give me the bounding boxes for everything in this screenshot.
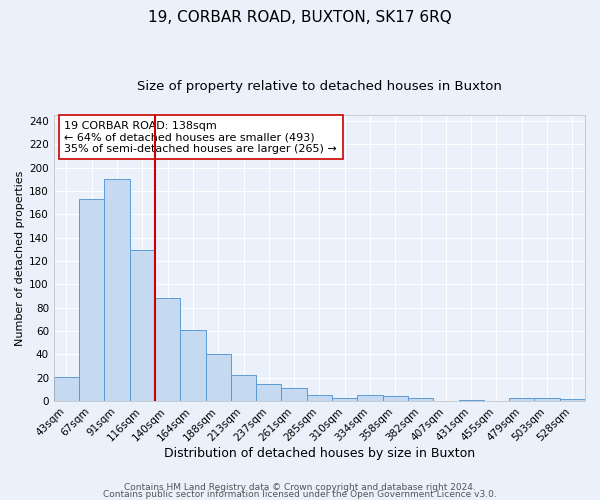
Bar: [408, 398, 433, 401]
Bar: [307, 396, 332, 401]
Text: 19 CORBAR ROAD: 138sqm
← 64% of detached houses are smaller (493)
35% of semi-de: 19 CORBAR ROAD: 138sqm ← 64% of detached…: [64, 120, 337, 154]
Bar: [458, 400, 484, 401]
Bar: [535, 398, 560, 401]
X-axis label: Distribution of detached houses by size in Buxton: Distribution of detached houses by size …: [164, 447, 475, 460]
Title: Size of property relative to detached houses in Buxton: Size of property relative to detached ho…: [137, 80, 502, 93]
Bar: [358, 396, 383, 401]
Text: 19, CORBAR ROAD, BUXTON, SK17 6RQ: 19, CORBAR ROAD, BUXTON, SK17 6RQ: [148, 10, 452, 25]
Bar: [54, 376, 79, 401]
Bar: [104, 179, 130, 401]
Bar: [130, 250, 155, 401]
Bar: [332, 398, 358, 401]
Bar: [206, 354, 231, 401]
Text: Contains public sector information licensed under the Open Government Licence v3: Contains public sector information licen…: [103, 490, 497, 499]
Bar: [560, 399, 585, 401]
Y-axis label: Number of detached properties: Number of detached properties: [15, 170, 25, 346]
Bar: [155, 298, 180, 401]
Bar: [180, 330, 206, 401]
Bar: [383, 396, 408, 401]
Bar: [281, 388, 307, 401]
Bar: [79, 199, 104, 401]
Bar: [509, 398, 535, 401]
Text: Contains HM Land Registry data © Crown copyright and database right 2024.: Contains HM Land Registry data © Crown c…: [124, 484, 476, 492]
Bar: [231, 376, 256, 401]
Bar: [256, 384, 281, 401]
